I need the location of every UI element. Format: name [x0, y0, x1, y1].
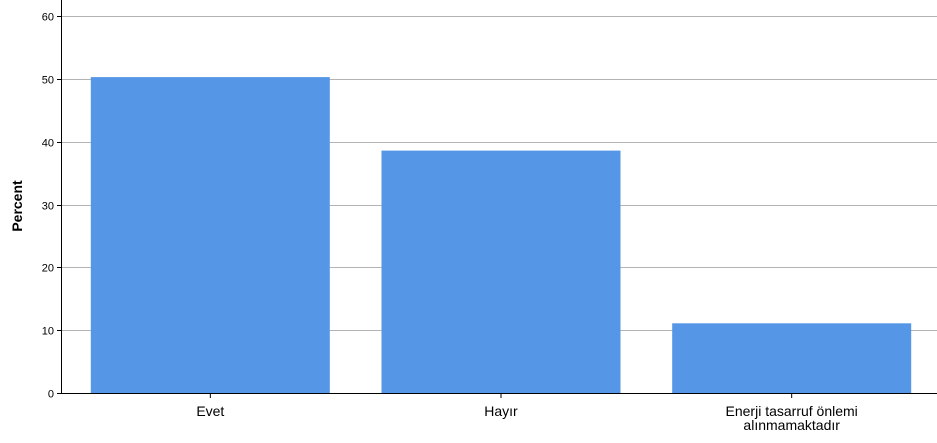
bar-0: [90, 77, 330, 393]
x-tick-label-line: Hayır: [484, 403, 518, 419]
y-tick-label: 10: [42, 326, 54, 338]
x-tick-label: Evet: [196, 403, 224, 419]
y-tick-label: 50: [42, 75, 54, 87]
x-tick-label-line: Enerji tasarruf önlemi: [726, 403, 858, 419]
y-ticks: 0 10 20 30 40 50 60: [42, 12, 62, 401]
bars: [90, 77, 912, 393]
y-tick-label: 30: [42, 201, 54, 213]
y-axis-title: Percent: [9, 180, 25, 232]
bar-2: [672, 323, 912, 393]
x-tick-label-line: alınmamaktadır: [743, 417, 840, 433]
x-tick-label-line: Evet: [196, 403, 224, 419]
y-tick-label: 0: [48, 389, 54, 401]
y-tick-label: 20: [42, 263, 54, 275]
bar-1: [381, 150, 621, 393]
x-tick-labels: Evet Hayır Enerji tasarruf önlemi alınmamak…: [196, 393, 858, 433]
y-tick-label: 60: [42, 12, 54, 24]
axes: [61, 0, 937, 394]
x-tick-label: Enerji tasarruf önlemi alınmamaktadır: [726, 403, 858, 433]
y-tick-label: 40: [42, 138, 54, 150]
x-tick-label: Hayır: [484, 403, 518, 419]
